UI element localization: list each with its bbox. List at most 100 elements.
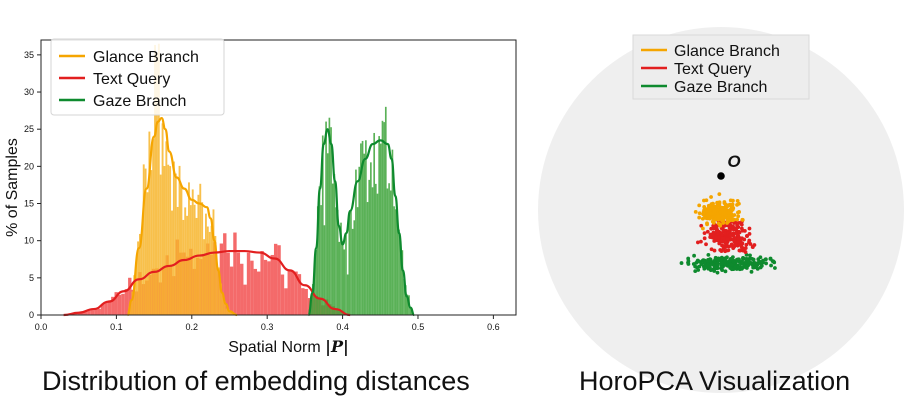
scatter-point xyxy=(723,269,728,274)
points-glance-branch xyxy=(693,192,745,231)
y-tick-label: 20 xyxy=(24,161,34,171)
histogram-bar xyxy=(180,185,183,315)
histogram-bar xyxy=(161,123,164,316)
histogram-bar xyxy=(333,174,336,315)
scatter-point xyxy=(712,248,717,253)
histogram-bar xyxy=(316,206,319,315)
histogram-bar xyxy=(157,43,160,315)
scatter-point xyxy=(714,204,719,209)
scatter-point xyxy=(726,248,731,253)
histogram-bar xyxy=(178,165,181,315)
scatter-point xyxy=(712,217,717,222)
scatter-point xyxy=(709,203,714,207)
histogram-bar xyxy=(325,121,327,315)
histogram-bar xyxy=(223,233,227,315)
points-gaze-branch xyxy=(679,253,777,275)
histogram-bar xyxy=(226,252,230,315)
scatter-point xyxy=(737,248,742,253)
scatter-point xyxy=(728,207,733,212)
scatter-point xyxy=(697,264,702,269)
scatter-point xyxy=(691,262,696,266)
histogram-bar xyxy=(240,263,244,315)
scatter-point xyxy=(750,257,755,261)
scatter-point xyxy=(716,214,721,218)
histogram-bar xyxy=(167,164,170,315)
scatter-point xyxy=(705,212,710,217)
scatter-point xyxy=(715,200,720,205)
scatter-point xyxy=(717,192,722,197)
histogram-bar xyxy=(326,153,329,315)
scatter-point xyxy=(721,221,726,225)
scatter-point xyxy=(693,269,698,273)
scatter-point xyxy=(745,234,749,238)
histogram-bar xyxy=(155,52,158,315)
histogram-bar xyxy=(383,122,385,315)
scatter-point xyxy=(723,258,728,263)
scatter-point xyxy=(697,215,702,220)
histogram-bar xyxy=(290,270,295,315)
kde-line-text-query xyxy=(63,249,351,317)
histogram-bar xyxy=(313,266,316,315)
scatter-point xyxy=(737,220,742,225)
scatter-point xyxy=(737,201,741,206)
histogram-bar xyxy=(114,292,118,315)
histogram-bar xyxy=(223,300,226,315)
histogram-bar xyxy=(117,294,122,315)
scatter-point xyxy=(679,261,684,265)
histogram-bar xyxy=(107,300,112,315)
histogram-bar xyxy=(353,220,356,315)
scatter-point xyxy=(715,270,720,275)
y-axis-label: % of Samples xyxy=(4,138,21,237)
histogram-bar xyxy=(270,254,274,315)
histogram-bar xyxy=(148,131,151,315)
legend-label-gaze: Gaze Branch xyxy=(93,93,186,110)
scatter-point xyxy=(701,209,706,214)
histogram-bar xyxy=(384,106,387,316)
histogram-bar xyxy=(318,186,321,315)
histogram-bar xyxy=(404,285,407,315)
histogram-bar xyxy=(87,309,91,315)
scatter-point xyxy=(736,240,741,244)
scatter-point xyxy=(728,228,732,233)
histogram-bar xyxy=(335,207,337,315)
scatter-point xyxy=(740,265,745,270)
horopca-legend: Glance Branch Text Query Gaze Branch xyxy=(632,34,810,100)
x-axis-ticks: 0.0 0.1 0.2 0.3 0.4 0.5 0.6 xyxy=(35,315,500,332)
scatter-point xyxy=(707,264,712,269)
histogram-bar xyxy=(406,294,409,315)
histogram-bar xyxy=(204,213,207,315)
scatter-point xyxy=(737,257,741,262)
scatter-point xyxy=(710,233,715,237)
histogram-bar xyxy=(159,174,162,315)
scatter-point xyxy=(714,264,719,269)
histogram-bar xyxy=(221,292,224,315)
histogram-bar xyxy=(311,284,314,315)
histogram-bar xyxy=(355,169,357,315)
scatter-point xyxy=(702,215,707,220)
histogram-bar xyxy=(220,283,222,315)
histogram-bar xyxy=(386,188,389,315)
scatter-point xyxy=(747,226,752,231)
histogram-panel: 0.0 0.1 0.2 0.3 0.4 0.5 0.6 0 5 10 15 20 25 30 35 Spa… xyxy=(4,38,517,356)
bars-gaze-branch xyxy=(308,106,415,316)
histogram-bar xyxy=(373,132,376,315)
scatter-point xyxy=(741,255,745,260)
histogram-bar xyxy=(214,235,217,315)
histogram-bar xyxy=(100,303,105,315)
plot-frame xyxy=(40,39,517,316)
histogram-bar xyxy=(172,161,175,315)
histogram-bar xyxy=(150,170,153,315)
histogram-bar xyxy=(124,289,129,315)
scatter-point xyxy=(743,260,748,265)
scatter-point xyxy=(749,269,754,274)
histogram-bar xyxy=(350,209,352,315)
histogram-bar xyxy=(201,202,204,315)
histogram-bar xyxy=(343,249,346,315)
legend-label-glance: Glance Branch xyxy=(674,43,780,60)
histogram-bar xyxy=(341,241,344,315)
histogram-bar xyxy=(280,274,285,315)
legend-box xyxy=(50,38,225,116)
histogram-bar xyxy=(391,149,394,315)
scatter-point xyxy=(702,260,707,265)
histogram-bar xyxy=(277,245,281,315)
